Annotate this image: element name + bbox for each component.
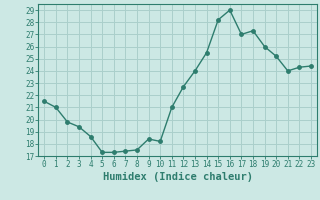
X-axis label: Humidex (Indice chaleur): Humidex (Indice chaleur) <box>103 172 252 182</box>
